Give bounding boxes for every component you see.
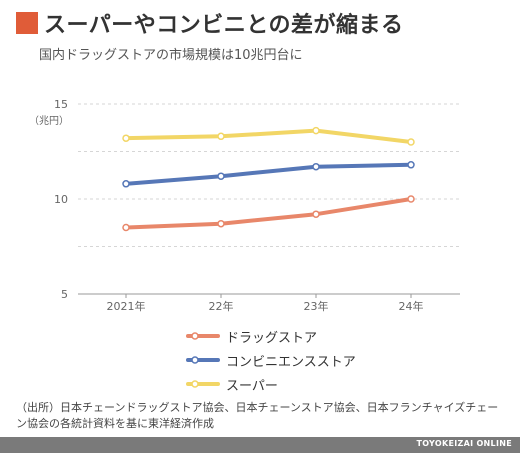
data-point (407, 161, 415, 169)
title-row: スーパーやコンビニとの差が縮まる (16, 6, 404, 40)
legend-item: コンビニエンスストア (186, 348, 356, 372)
data-point (312, 162, 320, 171)
legend-swatch (186, 356, 220, 364)
x-tick-label: 24年 (399, 299, 424, 313)
data-point (312, 126, 320, 135)
chart-subtitle: 国内ドラッグストアの市場規模は10兆円台に (39, 48, 303, 63)
footer-bar: TOYOKEIZAI ONLINE (0, 437, 520, 453)
data-point (122, 223, 130, 232)
legend-swatch (186, 332, 220, 340)
line-chart: 5 10 15 （兆円） 2021年 22年 23年 24年 (29, 98, 460, 313)
legend-label: コンビニエンスストア (226, 354, 356, 370)
chart-title: スーパーやコンビニとの差が縮まる (44, 13, 404, 38)
legend-item: スーパー (186, 372, 356, 396)
title-square-icon (16, 12, 38, 34)
x-tick-label: 2021年 (107, 299, 146, 313)
data-point (122, 134, 130, 142)
y-tick-label: 10 (54, 193, 68, 206)
x-tick-label: 23年 (304, 299, 329, 313)
legend-label: スーパー (226, 378, 278, 394)
legend-item: ドラッグストア (186, 324, 356, 348)
legend-swatch (186, 380, 220, 388)
data-point (217, 219, 225, 228)
chart-legend: ドラッグストアコンビニエンスストア スーパー (186, 324, 356, 396)
legend-label: ドラッグストア (226, 330, 318, 346)
footer-brand: TOYOKEIZAI ONLINE (416, 439, 512, 448)
data-point (217, 132, 225, 141)
data-point (407, 138, 415, 146)
y-tick-label: 15 (54, 98, 68, 111)
y-axis-unit-label: （兆円） (29, 115, 69, 127)
data-point (312, 210, 320, 218)
y-tick-label: 5 (61, 288, 68, 301)
data-point (217, 172, 225, 180)
data-point (122, 180, 130, 188)
x-tick-label: 22年 (209, 299, 234, 313)
series-line (124, 162, 413, 186)
data-point (407, 195, 415, 203)
source-note: （出所）日本チェーンドラッグストア協会、日本チェーンストア協会、日本フランチャイ… (16, 401, 499, 430)
series-line (124, 128, 413, 144)
series-line (124, 197, 413, 230)
